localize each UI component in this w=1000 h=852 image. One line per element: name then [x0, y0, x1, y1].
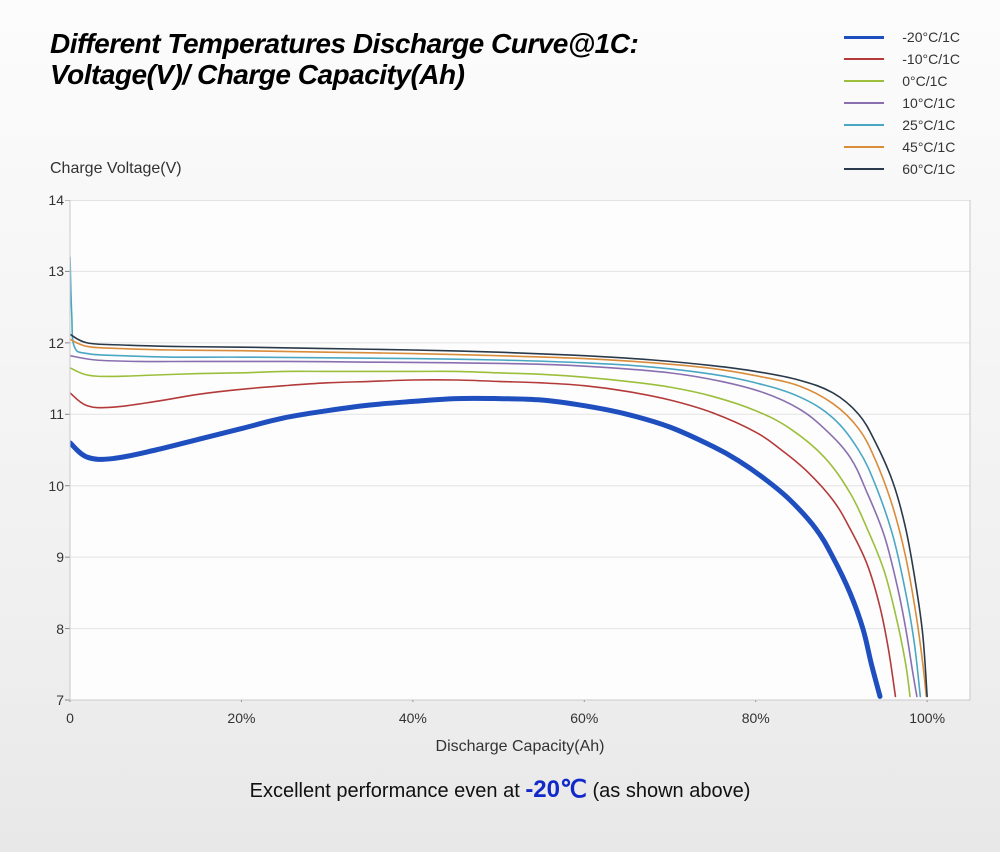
legend-item: -20°C/1C — [844, 26, 960, 48]
legend-label: 25°C/1C — [902, 117, 955, 133]
y-tick-label: 10 — [36, 478, 64, 494]
x-tick-label: 60% — [570, 710, 598, 726]
x-tick-label: 40% — [399, 710, 427, 726]
legend-item: -10°C/1C — [844, 48, 960, 70]
legend-swatch — [844, 146, 884, 148]
y-tick-label: 11 — [36, 406, 64, 422]
legend-swatch — [844, 168, 884, 170]
y-axis-label: Charge Voltage(V) — [50, 160, 182, 178]
legend-swatch — [844, 124, 884, 126]
title-line-2: Voltage(V)/ Charge Capacity(Ah) — [50, 59, 638, 90]
legend-swatch — [844, 36, 884, 39]
legend-label: -20°C/1C — [902, 29, 960, 45]
y-tick-label: 8 — [36, 621, 64, 637]
caption: Excellent performance even at -20℃ (as s… — [0, 775, 1000, 804]
y-tick-label: 13 — [36, 263, 64, 279]
x-tick-label: 80% — [742, 710, 770, 726]
legend-label: 45°C/1C — [902, 139, 955, 155]
legend-item: 60°C/1C — [844, 158, 960, 180]
x-tick-label: 100% — [909, 710, 945, 726]
caption-highlight: -20℃ — [525, 776, 587, 803]
legend-swatch — [844, 80, 884, 82]
y-tick-label: 14 — [36, 192, 64, 208]
legend-item: 25°C/1C — [844, 114, 960, 136]
legend-label: 10°C/1C — [902, 95, 955, 111]
caption-prefix: Excellent performance even at — [250, 780, 526, 802]
legend-item: 45°C/1C — [844, 136, 960, 158]
legend-label: 0°C/1C — [902, 73, 947, 89]
y-tick-label: 12 — [36, 335, 64, 351]
y-tick-label: 9 — [36, 549, 64, 565]
chart-svg — [30, 200, 1000, 702]
x-axis-label: Discharge Capacity(Ah) — [70, 738, 970, 756]
y-tick-label: 7 — [36, 692, 64, 708]
chart-title: Different Temperatures Discharge Curve@1… — [50, 28, 638, 91]
legend-label: 60°C/1C — [902, 161, 955, 177]
chart-area: 7891011121314020%40%60%80%100%Discharge … — [30, 200, 1000, 780]
legend: -20°C/1C -10°C/1C 0°C/1C 10°C/1C 25°C/1C 45°C… — [844, 26, 960, 180]
legend-swatch — [844, 58, 884, 60]
x-tick-label: 20% — [227, 710, 255, 726]
legend-item: 0°C/1C — [844, 70, 960, 92]
caption-suffix: (as shown above) — [587, 780, 750, 802]
legend-label: -10°C/1C — [902, 51, 960, 67]
legend-item: 10°C/1C — [844, 92, 960, 114]
legend-swatch — [844, 102, 884, 104]
title-line-1: Different Temperatures Discharge Curve@1… — [50, 28, 638, 59]
x-tick-label: 0 — [66, 710, 74, 726]
